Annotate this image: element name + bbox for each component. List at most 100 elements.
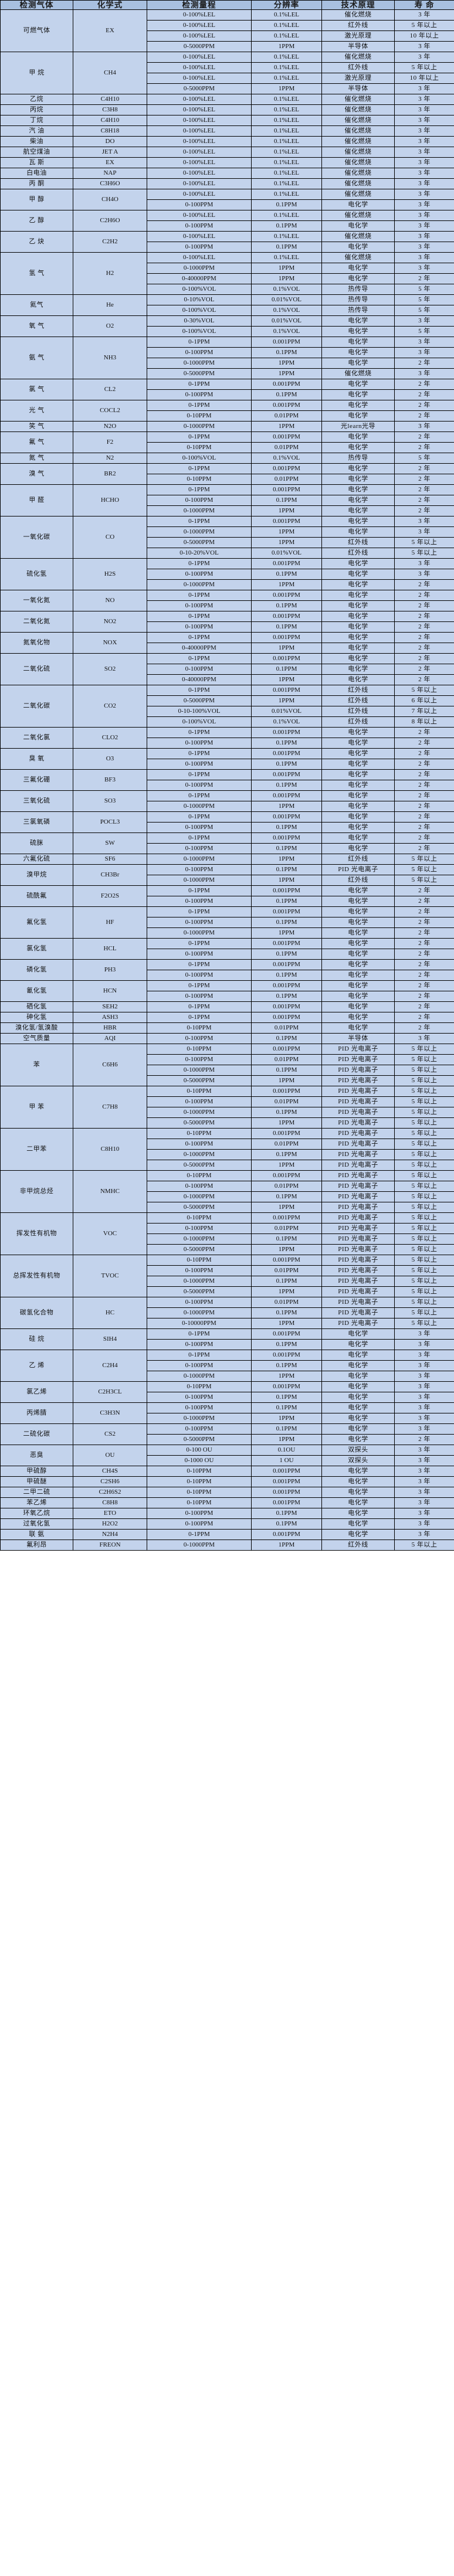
cell-range: 0-1PPM — [147, 811, 252, 823]
cell-resolution: 0.001PPM — [251, 1255, 322, 1266]
cell-resolution: 0.1%VOL — [251, 305, 322, 316]
cell-resolution: 0.001PPM — [251, 748, 322, 759]
cell-range: 0-100PPM — [147, 759, 252, 770]
cell-technology: 电化学 — [321, 1339, 395, 1350]
table-row: 挥发性有机物 VOC 0-10PPM 0.001PPM PID 光电离子 5 年以上 — [0, 1212, 454, 1255]
cell-resolution: 0.01%VOL — [251, 548, 322, 559]
cell-lifetime: 3 年 — [394, 189, 454, 200]
cell-gas: 氮氧化物 — [0, 632, 73, 654]
cell-range: 0-100%LEL — [147, 20, 252, 31]
cell-resolution: 0.1PPM — [251, 199, 322, 210]
table-row: 0-100PPM 0.1PPM 电化学 2 年 — [1, 896, 454, 907]
cell-lifetime: 2 年 — [394, 484, 454, 495]
cell-formula: C3H8 — [73, 104, 147, 115]
cell-resolution: 0.1PPM — [251, 621, 322, 633]
table-row: 可燃气体 EX 0-100%LEL 0.1%LEL 催化燃烧 3 年 — [0, 9, 454, 52]
table-row: 甲硫醚 C2SH6 0-10PPM 0.001PPM 电化学 3 年 — [0, 1476, 454, 1487]
cell-technology: 电化学 — [321, 727, 395, 738]
cell-lifetime: 2 年 — [394, 505, 454, 516]
cell-resolution: 0.1PPM — [251, 1402, 322, 1413]
cell-technology: 电化学 — [321, 484, 395, 495]
cell-resolution: 0.001PPM — [251, 1212, 322, 1224]
table-row: 氢 气 H2 0-100%LEL 0.1%LEL 催化燃烧 3 年 — [0, 252, 454, 295]
cell-technology: 电化学 — [321, 1012, 395, 1023]
cell-formula: FREON — [73, 1540, 147, 1551]
table-row: 磷化氢 PH3 0-1PPM 0.001PPM 电化学 2 年 — [0, 959, 454, 981]
table-row: 0-100%LEL 0.1%LEL 红外线 5 年以上 — [1, 20, 454, 31]
cell-range: 0-40000PPM — [147, 273, 252, 284]
cell-resolution: 0.1PPM — [251, 347, 322, 358]
table-row: 0-100PPM 0.1PPM 电化学 2 年 — [1, 843, 454, 854]
cell-resolution: 0.001PPM — [251, 611, 322, 622]
cell-range: 0-1PPM — [147, 906, 252, 917]
cell-resolution: 1PPM — [251, 1202, 322, 1213]
cell-range: 0-1000PPM — [147, 1276, 252, 1287]
cell-lifetime: 2 年 — [394, 379, 454, 390]
cell-formula: N2H4 — [73, 1529, 147, 1540]
cell-lifetime: 3 年 — [394, 231, 454, 242]
cell-range: 0-5000PPM — [147, 368, 252, 379]
table-row: 二氧化氮 NO2 0-1PPM 0.001PPM 电化学 2 年 — [0, 611, 454, 633]
cell-lifetime: 3 年 — [394, 1360, 454, 1371]
cell-gas: 一氧化氮 — [0, 590, 73, 611]
cell-lifetime: 2 年 — [394, 1022, 454, 1034]
cell-technology: 热传导 — [321, 284, 395, 295]
table-row: 0-100PPM 0.1PPM 电化学 3 年 — [1, 569, 454, 580]
cell-technology: 电化学 — [321, 505, 395, 516]
cell-technology: PID 光电离子 — [321, 1107, 395, 1118]
cell-formula: C2H2 — [73, 231, 147, 253]
table-row: 0-1000PPM 0.1PPM PID 光电离子 5 年以上 — [1, 1149, 454, 1160]
cell-formula: H2 — [73, 252, 147, 295]
cell-resolution: 0.1PPM — [251, 949, 322, 960]
cell-range: 0-1000PPM — [147, 1149, 252, 1160]
table-row: 0-100PPM 0.1PPM 电化学 3 年 — [1, 199, 454, 210]
cell-technology: PID 光电离子 — [321, 1212, 395, 1224]
cell-lifetime: 10 年以上 — [394, 30, 454, 42]
cell-formula: C2H4 — [73, 1350, 147, 1382]
cell-resolution: 1PPM — [251, 1434, 322, 1445]
cell-formula: CH4O — [73, 189, 147, 210]
cell-resolution: 0.001PPM — [251, 1497, 322, 1508]
cell-resolution: 0.001PPM — [251, 906, 322, 917]
cell-technology: PID 光电离子 — [321, 1065, 395, 1076]
cell-gas: 二氧化氮 — [0, 611, 73, 633]
cell-resolution: 0.1PPM — [251, 917, 322, 928]
table-row: 0-5000PPM 1PPM 红外线 6 年以上 — [1, 695, 454, 706]
cell-resolution: 0.1PPM — [251, 1149, 322, 1160]
table-row: 一氧化氮 NO 0-1PPM 0.001PPM 电化学 2 年 — [0, 590, 454, 611]
cell-lifetime: 5 年 — [394, 305, 454, 316]
table-row: 氯乙烯 C2H3CL 0-10PPM 0.001PPM 电化学 3 年 — [0, 1381, 454, 1403]
cell-range: 0-5000PPM — [147, 695, 252, 706]
cell-lifetime: 3 年 — [394, 1508, 454, 1519]
cell-formula: C2H6S2 — [73, 1487, 147, 1498]
cell-formula: BR2 — [73, 463, 147, 485]
table-row: 0-100PPM 0.1PPM 电化学 2 年 — [1, 495, 454, 506]
cell-technology: 电化学 — [321, 653, 395, 664]
cell-technology: 热传导 — [321, 305, 395, 316]
table-row: 0-10PPM 0.01PPM 电化学 2 年 — [1, 410, 454, 422]
cell-range: 0-100%VOL — [147, 326, 252, 337]
cell-technology: 电化学 — [321, 220, 395, 232]
cell-lifetime: 3 年 — [394, 1518, 454, 1530]
cell-resolution: 0.001PPM — [251, 790, 322, 801]
cell-formula: C8H10 — [73, 1128, 147, 1171]
cell-range: 0-100PPM — [147, 664, 252, 675]
cell-range: 0-1PPM — [147, 959, 252, 970]
cell-lifetime: 3 年 — [394, 9, 454, 21]
cell-range: 0-5000PPM — [147, 1117, 252, 1129]
cell-gas: 非甲烷总烃 — [0, 1170, 73, 1213]
cell-gas: 硒化氢 — [0, 1001, 73, 1012]
cell-technology: 红外线 — [321, 854, 395, 865]
cell-range: 0-100%LEL — [147, 94, 252, 105]
cell-technology: 电化学 — [321, 358, 395, 369]
cell-range: 0-1000PPM — [147, 1371, 252, 1382]
cell-gas: 氰化氢 — [0, 980, 73, 1002]
table-row: 0-40000PPM 1PPM 电化学 2 年 — [1, 273, 454, 284]
cell-resolution: 0.001PPM — [251, 1044, 322, 1055]
cell-lifetime: 2 年 — [394, 611, 454, 622]
cell-technology: 双探头 — [321, 1445, 395, 1456]
cell-resolution: 0.01PPM — [251, 474, 322, 485]
table-row: 0-100PPM 0.1PPM 电化学 3 年 — [1, 220, 454, 232]
cell-resolution: 0.1PPM — [251, 495, 322, 506]
table-row: 0-5000PPM 1PPM PID 光电离子 5 年以上 — [1, 1286, 454, 1297]
